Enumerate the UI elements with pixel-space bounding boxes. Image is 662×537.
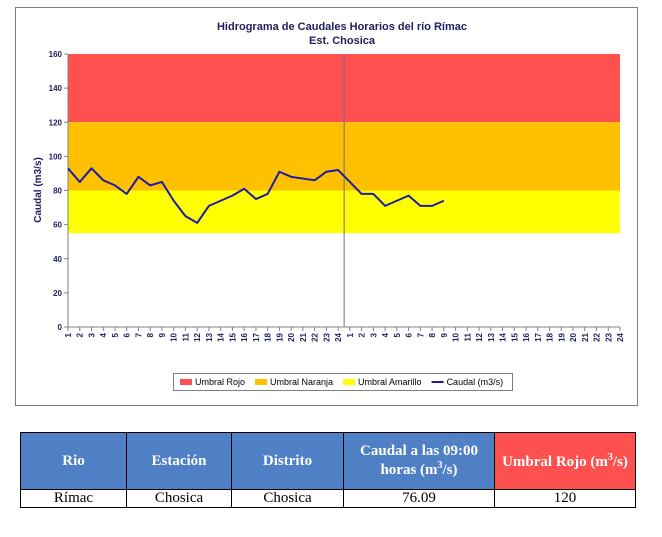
header-text: 3	[607, 451, 613, 463]
x-tick-label: 11	[463, 332, 472, 341]
x-tick-label: 8	[428, 332, 437, 337]
y-tick-label: 20	[53, 289, 62, 298]
x-tick-label: 17	[252, 332, 261, 341]
x-tick-label: 17	[534, 332, 543, 341]
x-tick-label: 12	[475, 332, 484, 341]
x-tick-label: 6	[123, 332, 132, 337]
x-tick-label: 2	[358, 332, 367, 337]
x-tick-label: 4	[99, 332, 108, 337]
legend-box	[173, 373, 513, 391]
header-text: Umbral Rojo (m	[502, 453, 608, 470]
flow-line	[67, 167, 445, 224]
x-tick-label: 9	[158, 332, 167, 337]
x-tick-label: 24	[616, 332, 625, 341]
x-tick-label: 15	[228, 332, 237, 341]
x-tick-label: 18	[546, 332, 555, 341]
legend-swatch	[255, 379, 268, 385]
data-cell: 120	[494, 489, 636, 508]
y-tick-label: 0	[58, 323, 63, 332]
header-cell: Rio	[20, 432, 127, 490]
data-cell: Chosica	[126, 489, 232, 508]
summary-table: Rio Estación Distrito Caudal a las 09:00 ho…	[20, 432, 636, 508]
header-text: /s)	[612, 453, 628, 470]
legend-label: Umbral Amarillo	[358, 377, 422, 387]
x-tick-label: 11	[181, 332, 190, 341]
legend-swatch	[343, 379, 356, 385]
x-tick-label: 20	[569, 332, 578, 341]
chart: Hidrograma de Caudales Horarios del río …	[15, 7, 638, 406]
y-tick-label: 80	[53, 187, 62, 196]
data-cell: Chosica	[231, 489, 344, 508]
x-tick-label: 4	[381, 332, 390, 337]
header-cell: Distrito	[231, 432, 344, 490]
x-tick-label: 23	[322, 332, 331, 341]
legend-swatch	[180, 379, 192, 385]
header-text: 3	[437, 460, 443, 471]
x-tick-label: 15	[510, 332, 519, 341]
header-text: /s)	[442, 462, 458, 478]
legend-label: Umbral Rojo	[195, 377, 245, 387]
x-tick-label: 8	[146, 332, 155, 337]
x-tick-label: 10	[170, 332, 179, 341]
x-tick-label: 9	[440, 332, 449, 337]
x-tick-label: 2	[76, 332, 85, 337]
header-text: Caudal a las 09:00 horas (m	[360, 443, 478, 478]
x-tick-label: 16	[240, 332, 249, 341]
x-tick-label: 24	[334, 332, 343, 341]
y-tick-label: 160	[49, 50, 63, 59]
x-tick-label: 6	[405, 332, 414, 337]
y-tick-label: 100	[49, 152, 63, 161]
x-tick-label: 14	[217, 332, 226, 341]
chart-subtitle: Est. Chosica	[309, 35, 376, 47]
y-tick-label: 40	[53, 255, 62, 264]
x-tick-label: 14	[499, 332, 508, 341]
chart-title: Hidrograma de Caudales Horarios del río …	[217, 21, 467, 33]
x-tick-label: 19	[275, 332, 284, 341]
x-tick-label: 22	[311, 332, 320, 341]
data-row: Rímac Chosica Chosica 76.09 120	[20, 489, 636, 508]
header-cell: Caudal a las 09:00 horas (m3/s)	[343, 432, 495, 490]
x-tick-label: 21	[581, 332, 590, 341]
x-tick-label: 1	[346, 332, 355, 337]
x-tick-label: 3	[87, 332, 96, 337]
x-tick-label: 5	[393, 332, 402, 337]
header-row: Rio Estación Distrito Caudal a las 09:00 ho…	[20, 432, 636, 490]
legend-label: Umbral Naranja	[270, 377, 333, 387]
header-cell: Umbral Rojo (m3/s)	[494, 432, 636, 490]
y-axis-label: Caudal (m3/s)	[33, 157, 44, 223]
data-cell: Rímac	[20, 489, 127, 508]
legend-label: Caudal (m3/s)	[447, 377, 504, 387]
y-tick-label: 140	[49, 84, 63, 93]
x-tick-label: 13	[205, 332, 214, 341]
data-cell: 76.09	[343, 489, 495, 508]
x-tick-label: 12	[193, 332, 202, 341]
header-cell: Estación	[126, 432, 232, 490]
x-tick-label: 18	[264, 332, 273, 341]
x-tick-label: 7	[416, 332, 425, 337]
x-tick-label: 5	[111, 332, 120, 337]
x-tick-label: 10	[452, 332, 461, 341]
x-tick-label: 22	[593, 332, 602, 341]
x-tick-label: 1	[64, 332, 73, 337]
y-tick-label: 120	[49, 118, 63, 127]
x-tick-label: 20	[287, 332, 296, 341]
x-tick-label: 19	[557, 332, 566, 341]
x-tick-label: 13	[487, 332, 496, 341]
x-tick-label: 23	[604, 332, 613, 341]
y-tick-label: 60	[53, 221, 62, 230]
x-tick-label: 21	[299, 332, 308, 341]
x-tick-label: 16	[522, 332, 531, 341]
x-tick-label: 7	[134, 332, 143, 337]
x-tick-label: 3	[369, 332, 378, 337]
